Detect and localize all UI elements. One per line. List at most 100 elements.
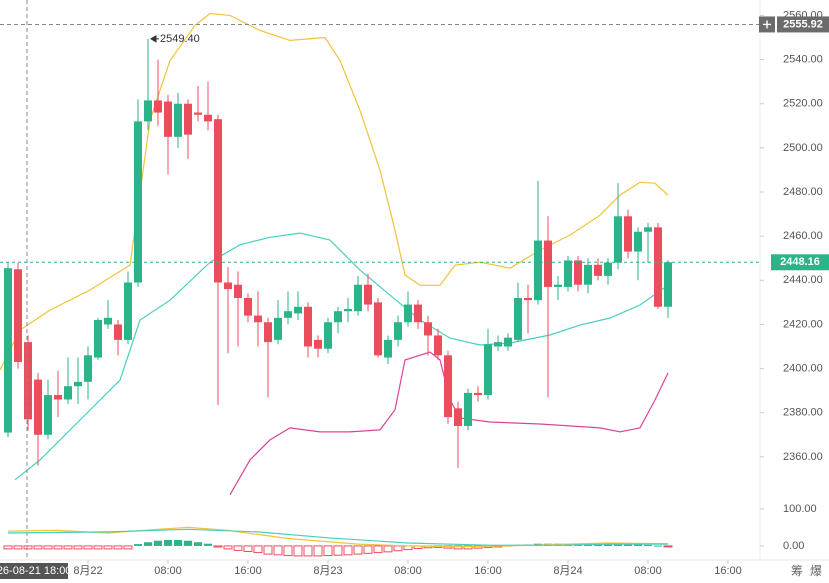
- macd-bar: [43, 545, 53, 550]
- candle-body: [374, 302, 382, 356]
- candle-body: [154, 100, 162, 113]
- candle-body: [274, 317, 282, 340]
- candle-body: [4, 268, 12, 433]
- macd-bar: [383, 545, 393, 553]
- macd-bar: [164, 540, 172, 546]
- y-tick-label: 2360.00: [783, 451, 823, 463]
- macd-bar: [373, 545, 383, 554]
- macd-bar: [23, 545, 33, 550]
- crosshair-x-box: [0, 563, 68, 579]
- macd-bar: [333, 545, 343, 556]
- candle-body: [664, 262, 672, 307]
- macd-bar: [53, 545, 63, 550]
- line-series: [7, 528, 668, 546]
- candle-body: [484, 344, 492, 396]
- candle-body: [44, 395, 52, 435]
- candle-body: [14, 269, 22, 362]
- x-tick-label: 8月22: [73, 565, 102, 577]
- crosshair-y-label: 2555.92: [783, 18, 823, 30]
- candle-body: [184, 103, 192, 135]
- candle-body: [174, 103, 182, 137]
- macd-bar: [323, 545, 333, 557]
- macd-bar: [343, 545, 353, 556]
- candle-body: [304, 306, 312, 347]
- candle-body: [624, 216, 632, 252]
- last-price-box: [771, 254, 829, 271]
- x-tick-label: 08:00: [394, 565, 422, 577]
- candle-body: [424, 322, 432, 336]
- macd-bar: [223, 545, 233, 550]
- candle-body: [514, 297, 522, 340]
- macd-bar: [634, 544, 642, 546]
- macd-bar: [83, 545, 93, 550]
- candle-body: [144, 100, 152, 122]
- candle-body: [204, 114, 212, 122]
- candle-body: [384, 339, 392, 358]
- candle-body: [324, 322, 332, 349]
- macd-bar: [204, 543, 212, 546]
- candle-body: [614, 216, 622, 263]
- macd-bar: [263, 545, 273, 555]
- line-series: [14, 232, 669, 481]
- crosshair-y-box: [777, 16, 829, 33]
- macd-bar: [644, 544, 652, 546]
- candle-body: [94, 320, 102, 358]
- candle-body: [594, 264, 602, 276]
- candle-body: [74, 381, 82, 387]
- macd-bar: [33, 545, 43, 550]
- candle-body: [604, 262, 612, 276]
- macd-bar: [3, 545, 13, 550]
- x-tick-label: 8月24: [553, 565, 582, 577]
- y-tick-label: 2440.00: [783, 274, 823, 286]
- candle-body: [314, 339, 322, 349]
- candle-body: [394, 322, 402, 340]
- macd-bar: [213, 545, 223, 548]
- y-tick-label: 2500.00: [783, 142, 823, 154]
- macd-bar: [463, 545, 473, 550]
- toolbar-item[interactable]: 筹: [791, 564, 803, 578]
- candle-body: [574, 260, 582, 285]
- candle-body: [244, 297, 252, 316]
- candle-body: [124, 282, 132, 340]
- macd-bar: [184, 540, 192, 546]
- macd-bar: [144, 542, 152, 546]
- max-arrow: [150, 34, 159, 43]
- macd-bar: [614, 543, 622, 546]
- candle-body: [254, 315, 262, 323]
- macd-bar: [253, 545, 263, 554]
- candle-body: [554, 284, 562, 287]
- macd-bar: [113, 545, 123, 550]
- macd-bar: [103, 545, 113, 550]
- y-tick-label: 100.00: [783, 503, 817, 515]
- candle-body: [34, 379, 42, 435]
- macd-bar: [134, 544, 142, 546]
- candle-body: [464, 392, 472, 426]
- candle-body: [494, 342, 502, 347]
- candle-body: [404, 304, 412, 323]
- macd-bar: [293, 545, 303, 557]
- macd-bar: [654, 545, 662, 547]
- candle-body: [644, 227, 652, 232]
- candle-body: [114, 324, 122, 340]
- candle-body: [284, 311, 292, 318]
- macd-bar: [663, 545, 673, 548]
- toolbar-item[interactable]: 爆: [810, 564, 822, 578]
- candle-body: [584, 264, 592, 285]
- macd-bar: [243, 545, 253, 552]
- y-tick-label: 0.00: [783, 540, 804, 552]
- candle-body: [194, 112, 202, 115]
- x-tick-label: 08:00: [634, 565, 662, 577]
- macd-bar: [353, 545, 363, 555]
- macd-bar: [604, 544, 612, 546]
- candle-body: [54, 395, 62, 400]
- macd-bar: [63, 545, 73, 550]
- candle-body: [504, 337, 512, 347]
- macd-bar: [303, 545, 313, 557]
- candle-body: [474, 392, 482, 396]
- candle-body: [134, 121, 142, 283]
- candle-body: [444, 355, 452, 418]
- macd-bar: [194, 542, 202, 546]
